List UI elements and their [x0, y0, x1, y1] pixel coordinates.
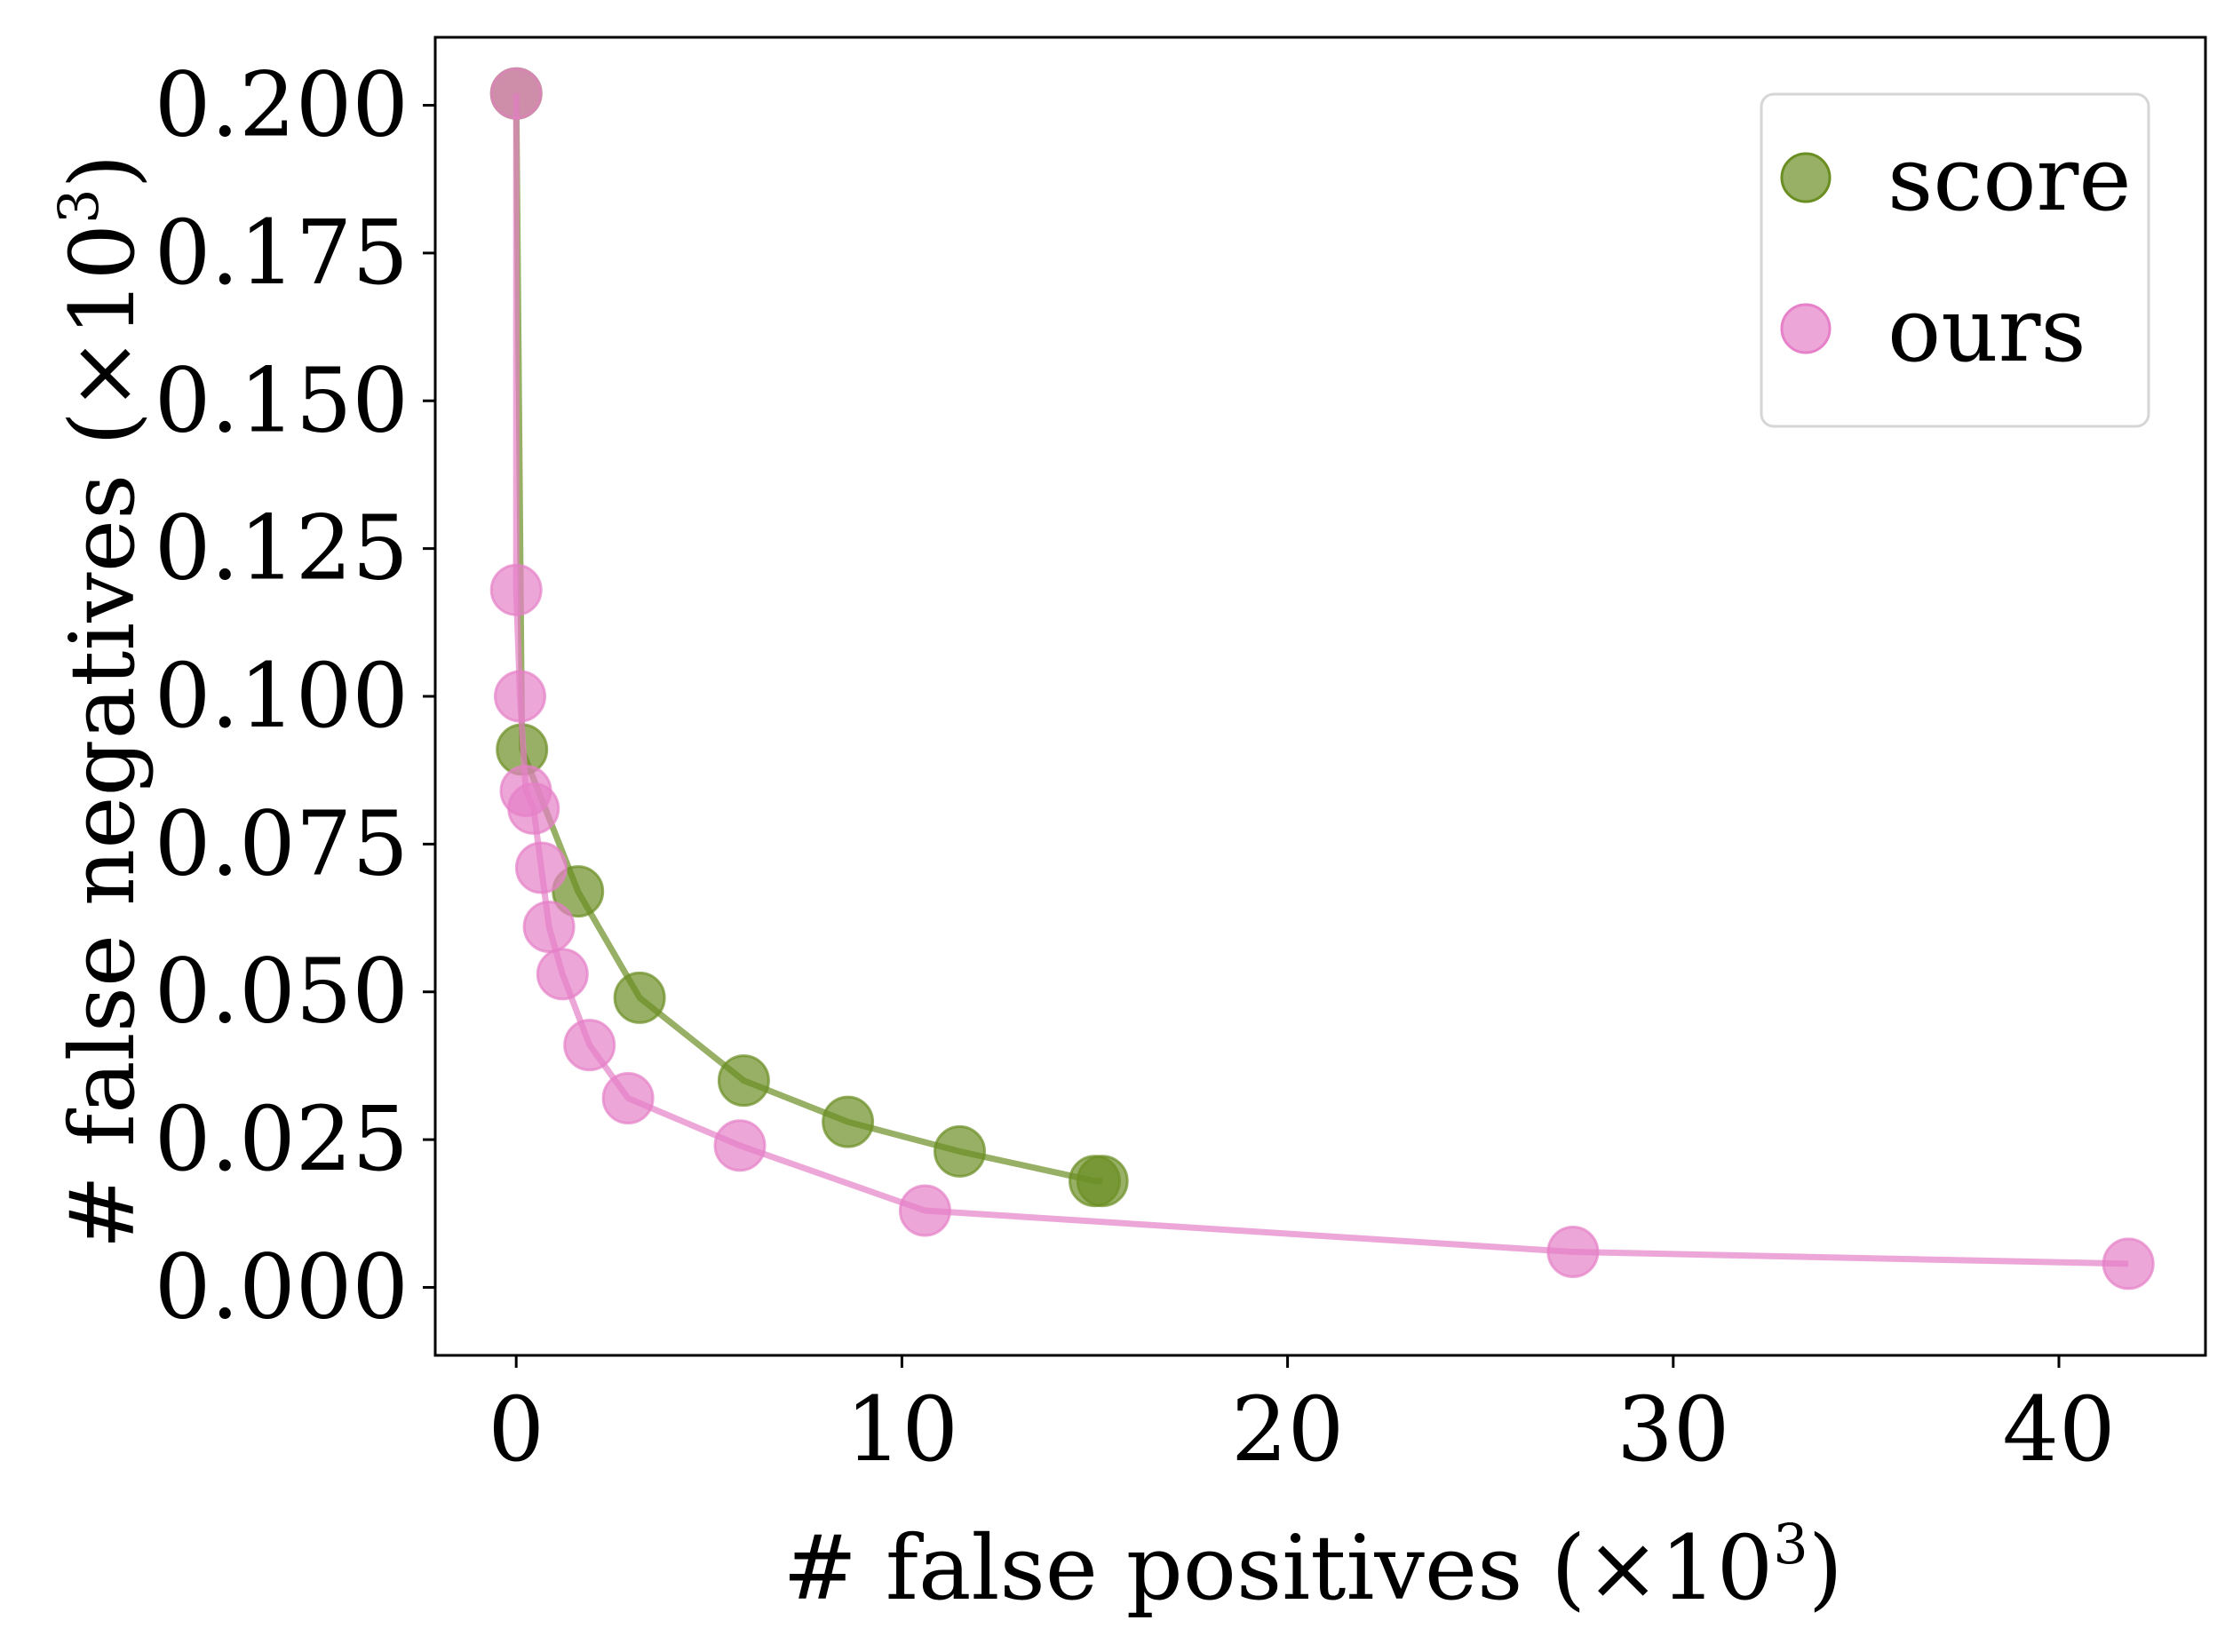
legend-label-score: score — [1887, 127, 2132, 231]
data-point-score — [1076, 1155, 1129, 1208]
legend-marker-score — [1780, 152, 1832, 203]
data-point-ours — [522, 901, 576, 953]
x-tick-label: 20 — [1231, 1378, 1344, 1481]
data-point-score — [822, 1095, 875, 1148]
y-tick-label: 0.050 — [155, 940, 409, 1044]
y-tick-label: 0.175 — [155, 201, 409, 305]
y-tick-label: 0.025 — [155, 1087, 409, 1191]
data-point-ours — [563, 1019, 616, 1072]
data-point-score — [934, 1124, 986, 1178]
data-point-ours — [2102, 1237, 2155, 1291]
x-tick-label: 30 — [1617, 1378, 1729, 1481]
data-point-ours — [489, 563, 543, 616]
data-point-ours — [536, 948, 589, 1001]
data-point-score — [552, 865, 605, 918]
y-axis-title: # false negatives (×103) — [46, 154, 155, 1249]
legend-frame — [1760, 92, 2150, 428]
y-tick-label: 0.200 — [155, 53, 409, 157]
series-line-score — [513, 93, 1103, 1185]
y-tick-label: 0.125 — [155, 496, 409, 600]
y-tick-label: 0.100 — [155, 644, 409, 748]
data-point-ours — [507, 782, 560, 835]
x-tick-label: 10 — [846, 1378, 958, 1481]
plot-area — [489, 67, 2155, 1291]
legend: score ours — [1760, 92, 2150, 428]
legend-marker-ours — [1780, 303, 1832, 354]
data-point-ours — [898, 1184, 951, 1237]
data-point-score — [717, 1054, 770, 1108]
data-point-ours — [514, 841, 568, 894]
x-axis-title: # false positives (×103) — [783, 1512, 1842, 1620]
x-tick-label: 40 — [2002, 1378, 2115, 1481]
data-point-ours — [601, 1072, 655, 1124]
legend-label-ours: ours — [1887, 278, 2086, 382]
data-point-ours — [494, 670, 546, 723]
x-tick-label: 0 — [488, 1378, 544, 1481]
data-point-ours — [1546, 1226, 1600, 1278]
x-axis: 0 10 20 30 40 — [488, 1355, 2116, 1481]
y-tick-label: 0.075 — [155, 791, 409, 895]
data-point-ours — [713, 1119, 767, 1172]
y-axis: 0.000 0.025 0.050 0.075 0.100 0.125 0.150 0.175… — [155, 53, 435, 1338]
data-point-ours — [489, 67, 543, 120]
data-point-score — [613, 971, 666, 1024]
y-tick-label: 0.000 — [155, 1235, 409, 1338]
y-tick-label: 0.150 — [155, 348, 409, 452]
